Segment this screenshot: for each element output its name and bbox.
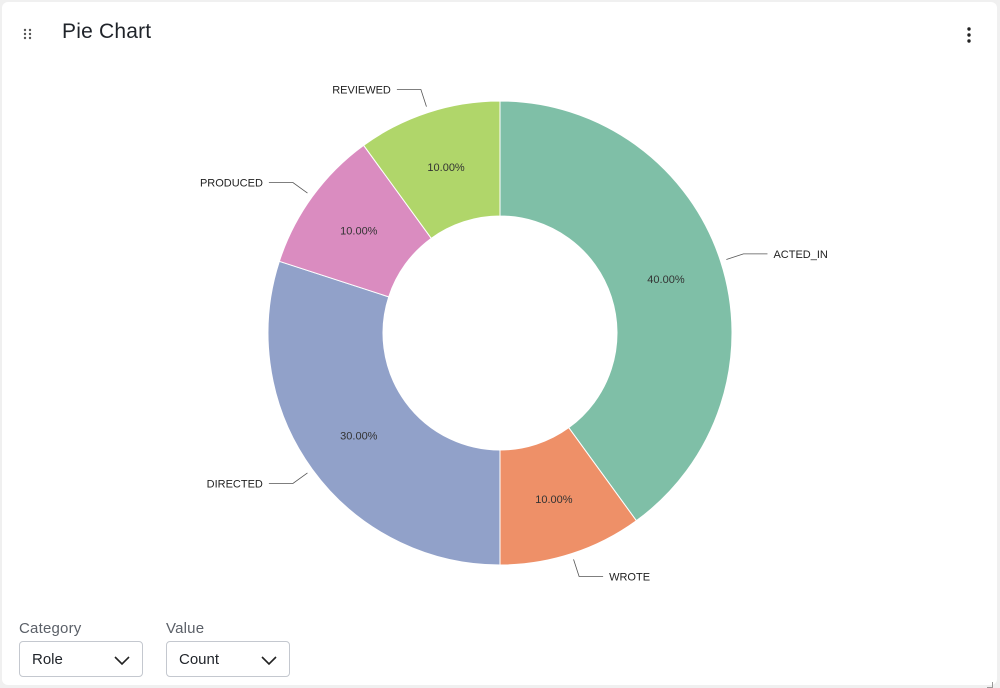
resize-handle-icon[interactable]	[987, 675, 993, 688]
category-select[interactable]: Role	[19, 641, 143, 677]
donut-chart: 40.00% ACTED_IN 10.00% WROTE 30.00% DIRECTED 1…	[2, 2, 997, 612]
category-field: Category Role	[19, 620, 143, 677]
category-select-value: Role	[32, 651, 63, 668]
slice-category-label: PRODUCED	[200, 178, 263, 190]
chevron-down-icon	[261, 653, 277, 666]
card-header: Pie Chart	[2, 2, 997, 66]
slice-percent-label: 30.00%	[340, 431, 378, 443]
page-title: Pie Chart	[62, 20, 152, 43]
donut-chart-svg: 40.00% ACTED_IN 10.00% WROTE 30.00% DIRECTED 1…	[200, 85, 828, 584]
leader-lines-layer	[268, 89, 768, 577]
slice-percent-label: 10.00%	[340, 225, 378, 237]
slice-reviewed[interactable]	[362, 100, 501, 240]
leader-line-reviewed	[396, 89, 427, 107]
leader-line-acted-in	[726, 253, 768, 260]
value-select[interactable]: Count	[166, 641, 290, 677]
value-field: Value Count	[166, 620, 290, 677]
slices-layer	[267, 100, 733, 566]
slice-directed[interactable]	[267, 260, 501, 566]
leader-line-wrote	[573, 559, 604, 577]
slice-percent-label: 40.00%	[647, 274, 685, 286]
slice-acted-in[interactable]	[499, 100, 733, 522]
leader-line-directed	[268, 472, 308, 484]
slice-percent-label: 10.00%	[427, 162, 465, 174]
drag-handle-icon[interactable]	[22, 27, 34, 41]
labels-layer: 40.00% ACTED_IN 10.00% WROTE 30.00% DIRECTED 1…	[200, 85, 828, 584]
category-label: Category	[19, 620, 82, 637]
leader-line-produced	[268, 182, 308, 194]
more-options-icon[interactable]	[959, 24, 979, 46]
slice-percent-label: 10.00%	[535, 494, 573, 506]
slice-category-label: ACTED_IN	[773, 249, 827, 261]
value-select-value: Count	[179, 651, 220, 668]
slice-category-label: WROTE	[609, 571, 650, 583]
slice-category-label: DIRECTED	[207, 478, 263, 490]
chevron-down-icon	[114, 653, 130, 666]
value-label: Value	[166, 620, 205, 637]
slice-category-label: REVIEWED	[332, 85, 391, 97]
